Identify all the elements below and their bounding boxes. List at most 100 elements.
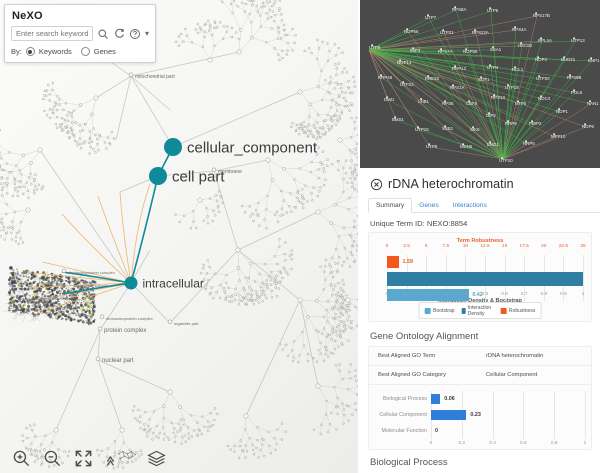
search-icon[interactable] [97,28,109,40]
svg-text:POL5: POL5 [571,90,583,95]
close-icon[interactable] [370,178,383,191]
refresh-icon[interactable] [113,28,125,40]
bar-value: 1.59 [402,259,413,265]
bottom-tick: 1 [581,292,585,297]
page-title: rDNA heterochromatin [388,177,514,191]
term-header: rDNA heterochromatin [360,168,600,191]
svg-text:UTP18: UTP18 [505,85,519,90]
tab-bar[interactable]: Summary Genes Interactions [368,198,600,213]
legend-label: Bootstrap [433,307,455,314]
search-input[interactable] [11,26,93,41]
svg-text:UTP9: UTP9 [369,45,381,50]
go-tick: 0.4 [489,441,496,446]
tree-toolbar[interactable] [0,443,358,473]
go-bar [431,410,467,420]
svg-text:HSC82: HSC82 [518,43,533,48]
svg-text:NAN1: NAN1 [587,101,599,106]
svg-text:UTP5: UTP5 [515,101,527,106]
bottom-tick: 0.6 [501,292,508,297]
svg-text:NOP56: NOP56 [404,29,419,34]
network-tree-canvas[interactable]: cellular_component cell part intracellular… [0,0,358,473]
app-title: NeXO [12,10,43,22]
gridline [585,391,586,439]
go-term-value: rDNA heterochromatin [486,353,544,359]
radio-keywords[interactable] [25,47,35,56]
svg-text:SSB1: SSB1 [442,126,454,131]
chevron-down-icon[interactable]: ▾ [144,28,149,38]
search-by-row[interactable]: By: Keywords Genes [11,47,149,56]
zoom-out-icon[interactable] [43,449,62,468]
chart-xaxis-label: Interaction Density & Bootstrap [438,298,522,304]
svg-text:nuclear part: nuclear part [102,358,134,364]
search-by-label: By: [11,47,22,56]
layers-icon[interactable] [147,449,166,468]
search-panel[interactable]: NeXO [4,4,156,63]
gridline [523,391,525,439]
zoom-in-icon[interactable] [12,449,31,468]
bottom-tick: 0.3 [442,292,450,297]
svg-text:RRP9: RRP9 [505,121,517,126]
svg-text:BUD21: BUD21 [561,57,576,62]
svg-text:cell part: cell part [172,168,225,185]
svg-text:NOP14: NOP14 [397,60,412,65]
legend-item: Interaction Density [461,305,494,317]
svg-text:ribonucleoprotein complex: ribonucleoprotein complex [68,270,115,275]
fit-screen-icon[interactable] [74,449,93,468]
go-term-key: Best Aligned GO Term [378,353,436,359]
svg-text:NOP1: NOP1 [556,109,569,114]
go-alignment-title: Gene Ontology Alignment [370,331,479,342]
radio-genes[interactable] [80,47,90,56]
legend-item: Bootstrap [424,307,455,314]
svg-text:MSN5: MSN5 [460,144,473,149]
svg-text:IMP3: IMP3 [410,48,421,53]
go-bar-value: 0.06 [444,396,455,402]
network-graphic: RPS8A UTP5 UTP7 RPS17B NOP56 UTP21 RPS22A RPS4A… [368,6,600,163]
go-category-key: Best Aligned GO Category [378,372,446,378]
svg-text:RRP12: RRP12 [452,66,467,71]
gene-interaction-network[interactable]: RPS8A UTP5 UTP7 RPS17B NOP56 UTP21 RPS22A RPS4A… [360,0,600,168]
term-detail-panel[interactable]: rDNA heterochromatin Summary Genes Inter… [360,168,600,473]
go-bar-value: 0.23 [470,412,481,418]
go-tick: 0.6 [520,441,527,446]
bottom-tick: 0 [385,292,389,297]
go-category-label: Molecular Function [381,428,427,434]
tab-genes[interactable]: Genes [419,202,439,209]
svg-text:UTP21: UTP21 [440,30,454,35]
gridline [492,391,494,439]
svg-text:ribosomal subunit: ribosomal subunit [76,283,108,288]
gridline [554,391,556,439]
svg-text:UTP4: UTP4 [487,65,499,70]
bar-interaction-density [387,272,583,286]
bottom-tick: 0.9 [560,292,567,297]
top-tick: 2.5 [403,244,410,249]
help-icon[interactable] [129,28,141,40]
top-tick: 0 [385,244,389,249]
legend-swatch [500,307,507,314]
svg-text:LHB1: LHB1 [418,99,430,104]
tab-interactions[interactable]: Interactions [452,202,487,209]
svg-text:ENP1: ENP1 [588,58,600,63]
radio-genes-label: Genes [93,47,116,56]
svg-text:CBF5: CBF5 [466,101,478,106]
svg-text:RPS5: RPS5 [442,101,454,106]
svg-text:protein complex: protein complex [104,328,146,334]
top-tick: 7.5 [442,244,450,249]
top-tick: 10 [462,244,469,249]
top-tick: 20 [541,244,547,249]
svg-text:RRP45: RRP45 [378,75,393,80]
legend-item: Robustness [500,307,535,314]
svg-text:RCL1: RCL1 [512,67,524,72]
unique-term-id: Unique Term ID: NEXO:8854 [370,219,468,228]
svg-text:UTP22: UTP22 [400,82,414,87]
svg-text:ribonucleoprotein complex: ribonucleoprotein complex [106,316,153,321]
svg-text:membrane: membrane [218,169,242,175]
top-tick: 5 [424,244,428,249]
svg-text:MPP10: MPP10 [551,134,566,139]
svg-text:DIP2: DIP2 [486,113,496,118]
tab-summary[interactable]: Summary [368,198,413,213]
svg-text:BMS1: BMS1 [392,117,405,122]
go-alignment-card: Best Aligned GO Term rDNA heterochromati… [368,346,592,450]
svg-text:SIK6: SIK6 [470,127,480,132]
go-tick: 1 [583,441,587,446]
collapse-network-icon[interactable] [105,449,139,468]
